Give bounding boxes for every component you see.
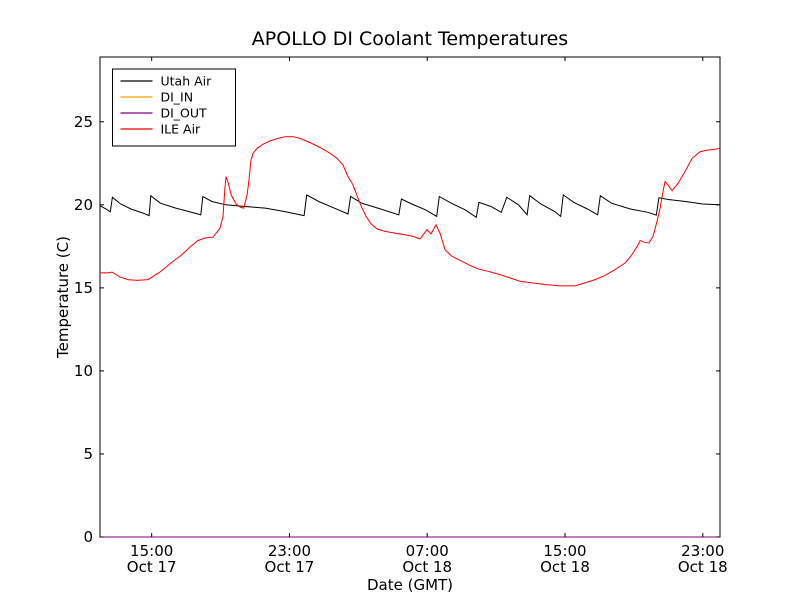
y-axis-label: Temperature (C) <box>54 236 72 359</box>
series-line-ile-air <box>100 136 720 287</box>
chart-title: APOLLO DI Coolant Temperatures <box>252 28 568 50</box>
x-tick-label-time: 15:00 <box>543 542 586 560</box>
legend-label-utah-air: Utah Air <box>161 74 213 89</box>
x-tick-label-time: 23:00 <box>681 542 724 560</box>
x-tick-label-time: 15:00 <box>130 542 173 560</box>
y-tick-label-20: 20 <box>74 196 93 214</box>
x-tick-label-date: Oct 18 <box>678 558 728 576</box>
y-tick-label-15: 15 <box>74 279 93 297</box>
x-tick-label-date: Oct 18 <box>540 558 590 576</box>
y-tick-label-10: 10 <box>74 362 93 380</box>
legend-label-ile-air: ILE Air <box>161 122 202 137</box>
series-line-utah-air <box>100 194 720 219</box>
x-tick-label-date: Oct 17 <box>265 558 315 576</box>
y-tick-label-5: 5 <box>83 445 93 463</box>
legend-box <box>112 68 236 147</box>
y-tick-label-25: 25 <box>74 113 93 131</box>
legend-label-di-out: DI_OUT <box>161 106 208 121</box>
x-tick-label-time: 23:00 <box>268 542 311 560</box>
x-tick-label-date: Oct 17 <box>127 558 177 576</box>
x-axis-label: Date (GMT) <box>367 576 453 594</box>
x-tick-label-date: Oct 18 <box>402 558 452 576</box>
x-tick-label-time: 07:00 <box>406 542 449 560</box>
y-tick-label-0: 0 <box>83 528 93 546</box>
legend-label-di-in: DI_IN <box>161 90 194 105</box>
